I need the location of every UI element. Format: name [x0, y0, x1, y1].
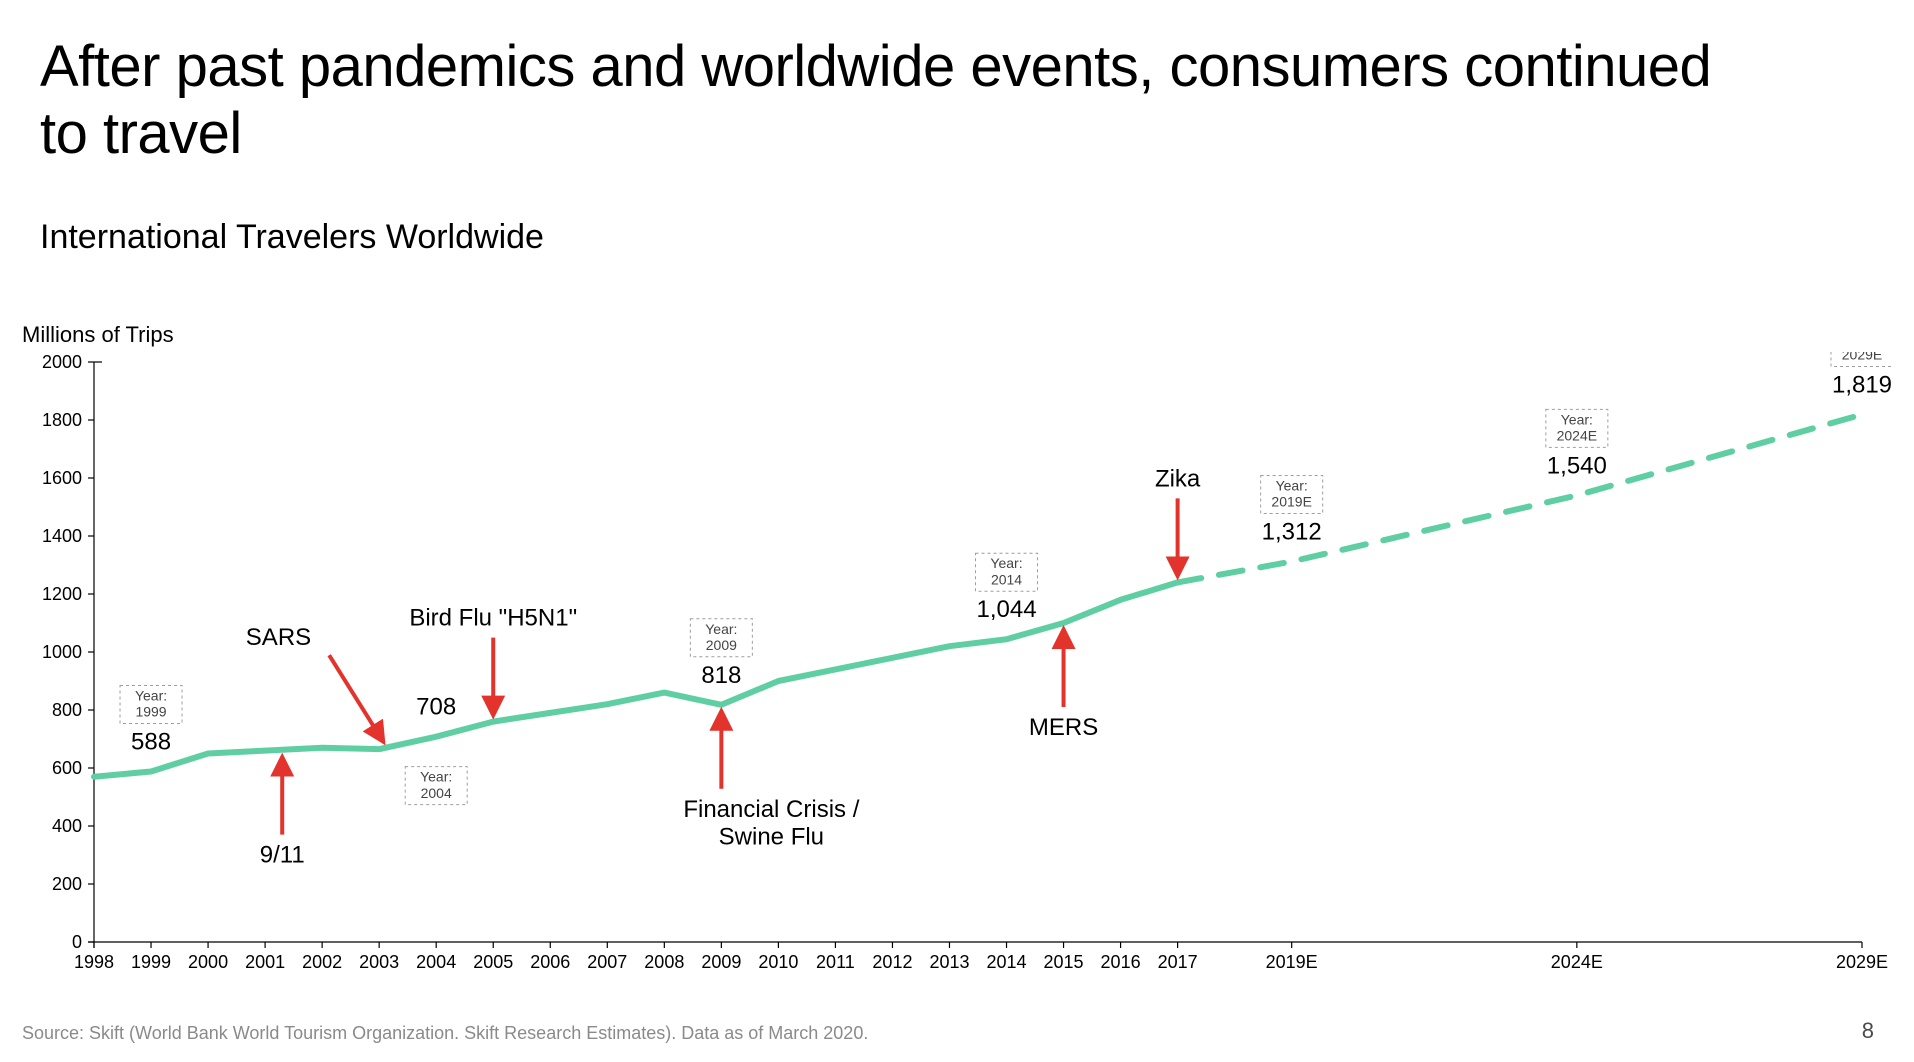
- svg-text:2000: 2000: [42, 352, 82, 372]
- svg-text:400: 400: [52, 816, 82, 836]
- svg-text:2012: 2012: [872, 952, 912, 972]
- svg-text:1,312: 1,312: [1262, 519, 1322, 546]
- svg-text:Year:2019E: Year:2019E: [1271, 478, 1311, 510]
- svg-text:2024E: 2024E: [1551, 952, 1603, 972]
- svg-text:MERS: MERS: [1029, 714, 1098, 741]
- svg-text:2004: 2004: [416, 952, 456, 972]
- svg-text:2013: 2013: [929, 952, 969, 972]
- svg-text:588: 588: [131, 728, 171, 755]
- svg-text:1400: 1400: [42, 526, 82, 546]
- svg-text:2010: 2010: [758, 952, 798, 972]
- svg-text:1600: 1600: [42, 468, 82, 488]
- svg-text:2008: 2008: [644, 952, 684, 972]
- page-number: 8: [1862, 1018, 1874, 1044]
- svg-text:1,819: 1,819: [1832, 371, 1892, 398]
- svg-text:0: 0: [72, 932, 82, 952]
- svg-text:2029E: 2029E: [1836, 952, 1888, 972]
- svg-text:2014: 2014: [986, 952, 1026, 972]
- svg-text:Zika: Zika: [1155, 465, 1201, 492]
- slide: After past pandemics and worldwide event…: [0, 0, 1914, 1062]
- svg-text:800: 800: [52, 700, 82, 720]
- svg-text:2007: 2007: [587, 952, 627, 972]
- svg-text:SARS: SARS: [246, 624, 311, 651]
- svg-text:2001: 2001: [245, 952, 285, 972]
- svg-text:2009: 2009: [701, 952, 741, 972]
- svg-text:Year:2029E: Year:2029E: [1842, 352, 1882, 363]
- svg-text:Year:1999: Year:1999: [135, 687, 167, 719]
- slide-title: After past pandemics and worldwide event…: [40, 34, 1740, 167]
- svg-text:1,540: 1,540: [1547, 452, 1607, 479]
- svg-text:2003: 2003: [359, 952, 399, 972]
- svg-text:1000: 1000: [42, 642, 82, 662]
- svg-text:Year:2009: Year:2009: [705, 621, 737, 653]
- svg-text:1999: 1999: [131, 952, 171, 972]
- svg-text:200: 200: [52, 874, 82, 894]
- svg-text:Year:2014: Year:2014: [990, 555, 1022, 587]
- svg-text:818: 818: [701, 662, 741, 689]
- svg-text:2011: 2011: [816, 952, 855, 972]
- svg-text:1,044: 1,044: [976, 596, 1036, 623]
- source-footnote: Source: Skift (World Bank World Tourism …: [22, 1023, 868, 1044]
- svg-text:1800: 1800: [42, 410, 82, 430]
- svg-text:2002: 2002: [302, 952, 342, 972]
- travelers-line-chart: 0 200 400 600 800 1000 1200 1400 1600 1800 2000 199…: [22, 352, 1892, 992]
- svg-text:2019E: 2019E: [1266, 952, 1318, 972]
- svg-text:2000: 2000: [188, 952, 228, 972]
- svg-text:2006: 2006: [530, 952, 570, 972]
- svg-text:Year:2024E: Year:2024E: [1557, 411, 1597, 443]
- slide-subtitle: International Travelers Worldwide: [40, 218, 544, 257]
- svg-text:708: 708: [416, 694, 456, 721]
- svg-text:600: 600: [52, 758, 82, 778]
- svg-text:9/11: 9/11: [260, 842, 305, 869]
- svg-text:Bird Flu "H5N1": Bird Flu "H5N1": [409, 605, 577, 632]
- svg-text:2016: 2016: [1101, 952, 1141, 972]
- y-axis-title: Millions of Trips: [22, 322, 174, 348]
- svg-text:Year:2004: Year:2004: [420, 769, 452, 801]
- svg-text:1200: 1200: [42, 584, 82, 604]
- svg-text:1998: 1998: [74, 952, 114, 972]
- svg-text:Financial Crisis /Swine Flu: Financial Crisis /Swine Flu: [683, 796, 859, 851]
- svg-text:2005: 2005: [473, 952, 513, 972]
- svg-text:2017: 2017: [1158, 952, 1198, 972]
- svg-text:2015: 2015: [1044, 952, 1084, 972]
